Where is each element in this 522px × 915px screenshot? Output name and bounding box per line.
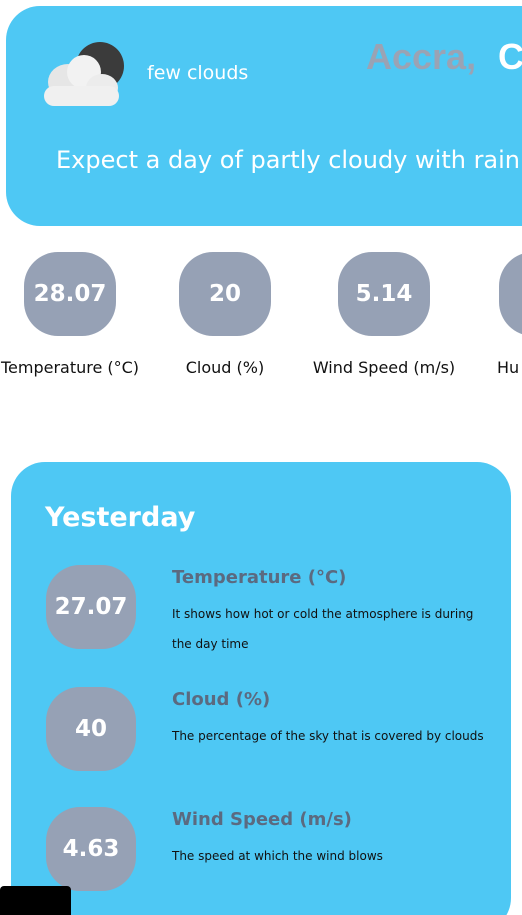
- yesterday-metric-name: Wind Speed (m/s): [172, 809, 352, 830]
- city-name: Accra,: [366, 36, 477, 77]
- bottom-overlay-bar: [0, 886, 71, 915]
- yesterday-metric-description: It shows how hot or cold the atmosphere …: [172, 607, 474, 651]
- yesterday-metric-name: Cloud (%): [172, 689, 271, 710]
- metric-label: Cloud (%): [185, 358, 265, 377]
- yesterday-metric-description: The percentage of the sky that is covere…: [172, 729, 484, 743]
- metric-label: Hu: [497, 358, 520, 377]
- metric-value: 28.07: [24, 252, 116, 336]
- yesterday-value: 27.07: [46, 565, 136, 649]
- metric-label: Wind Speed (m/s): [312, 358, 456, 377]
- current-weather-card: few clouds Accra, C Expect a day of part…: [6, 6, 522, 226]
- metric-temperature: 28.07 Temperature (°C): [0, 252, 155, 377]
- yesterday-value: 4.63: [46, 807, 136, 891]
- cloud-moon-icon: [44, 42, 124, 106]
- forecast-text: Expect a day of partly cloudy with rain: [56, 146, 521, 174]
- metric-value: 5.14: [338, 252, 430, 336]
- metric-value: 20: [179, 252, 271, 336]
- yesterday-metric-name: Temperature (°C): [172, 567, 347, 588]
- metric-wind-speed: 5.14 Wind Speed (m/s): [299, 252, 469, 377]
- metric-humidity: Hu: [460, 252, 522, 377]
- yesterday-value: 40: [46, 687, 136, 771]
- yesterday-title: Yesterday: [45, 502, 196, 533]
- yesterday-metric-description: The speed at which the wind blows: [172, 849, 383, 863]
- metric-label: Temperature (°C): [0, 358, 140, 377]
- metric-value: [499, 252, 522, 336]
- weather-condition: few clouds: [147, 62, 249, 84]
- yesterday-card: Yesterday 27.07 Temperature (°C) It show…: [11, 462, 511, 915]
- metric-cloud: 20 Cloud (%): [140, 252, 310, 377]
- country-name: C: [498, 36, 522, 77]
